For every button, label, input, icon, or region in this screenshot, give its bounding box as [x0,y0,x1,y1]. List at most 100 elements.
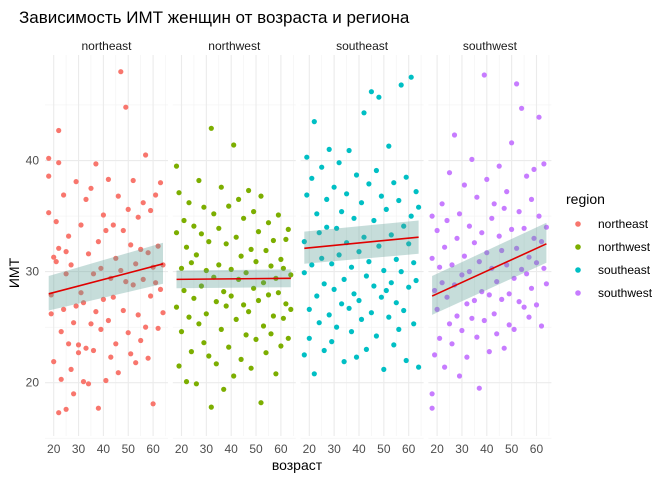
data-point [231,142,237,148]
data-point [451,132,458,138]
data-point [100,296,106,302]
data-point [233,234,239,240]
data-point [233,316,239,322]
data-point [186,200,192,206]
data-point [514,245,520,251]
data-point [155,325,161,331]
data-point [521,304,527,310]
legend-label-southeast: southeast [598,263,651,277]
facet-panel-southeast: southeast 20 30 40 50 60 [300,39,424,456]
data-point [504,262,510,268]
data-point [188,349,194,355]
data-point [358,316,365,322]
data-point [173,163,180,169]
data-point [241,302,247,308]
data-point [115,193,121,199]
data-point [181,287,187,294]
data-point [265,220,272,226]
legend: region northeast northwest southeast southw… [566,191,653,300]
data-point [56,410,62,416]
data-point [95,405,101,411]
data-point [110,294,116,300]
data-point [223,303,229,309]
data-point [331,286,337,292]
data-point [346,147,352,154]
data-point [133,261,139,267]
data-point [120,307,126,314]
data-point [351,215,357,221]
data-point [198,283,204,289]
data-point [248,365,254,371]
data-point [456,373,463,379]
data-point [68,262,74,268]
data-point [46,173,52,179]
data-point [213,299,219,305]
data-point [258,400,264,406]
x-tick-label: 40 [97,442,111,456]
x-tick-label: 40 [225,442,239,456]
data-point [128,351,134,357]
data-point [113,341,119,347]
data-point [321,347,327,354]
data-point [201,340,207,346]
data-point [501,205,507,211]
data-point [135,312,141,318]
data-point [326,146,332,152]
x-tick-label: 60 [530,442,544,456]
data-point [444,294,450,300]
data-point [56,160,62,166]
data-point [135,214,141,220]
data-point [251,285,257,291]
data-point [150,401,156,407]
data-point [408,74,414,80]
legend-swatch-southeast [575,267,581,273]
data-point [401,223,407,229]
data-point [283,301,289,307]
data-point [521,225,527,231]
data-point [155,243,161,249]
data-point [270,313,276,319]
data-point [476,385,482,391]
data-point [469,156,475,162]
data-point [201,204,207,210]
data-point [494,279,500,285]
data-point [260,280,267,286]
data-point [255,297,262,304]
data-point [499,296,505,302]
x-tick-label: 40 [480,442,494,456]
x-tick-label: 50 [377,442,391,456]
data-point [61,192,67,198]
data-point [481,72,487,78]
data-point [316,230,322,236]
data-point [378,294,384,300]
x-tick-label: 30 [327,442,341,456]
data-point [61,306,67,312]
data-point [80,300,87,306]
data-point [356,249,362,255]
data-point [314,293,320,299]
facet-label-southwest: southwest [463,39,518,53]
data-point [533,260,540,266]
data-point [439,201,445,207]
data-point [506,291,512,297]
data-point [466,223,472,229]
data-point [304,192,310,198]
trend-line [176,277,291,281]
x-tick-label: 30 [200,442,214,456]
data-point [429,405,435,411]
data-point [408,213,414,219]
data-point [516,299,522,305]
x-tick-label: 30 [72,442,86,456]
data-point [203,311,209,317]
legend-swatch-southwest [575,290,581,296]
data-point [238,253,244,259]
data-point [491,311,497,317]
data-point [58,329,64,335]
data-point [160,310,166,316]
data-point [526,314,532,320]
data-point [108,354,114,360]
data-point [496,163,502,169]
data-point [531,235,537,241]
data-point [454,313,460,319]
data-point [304,154,310,160]
